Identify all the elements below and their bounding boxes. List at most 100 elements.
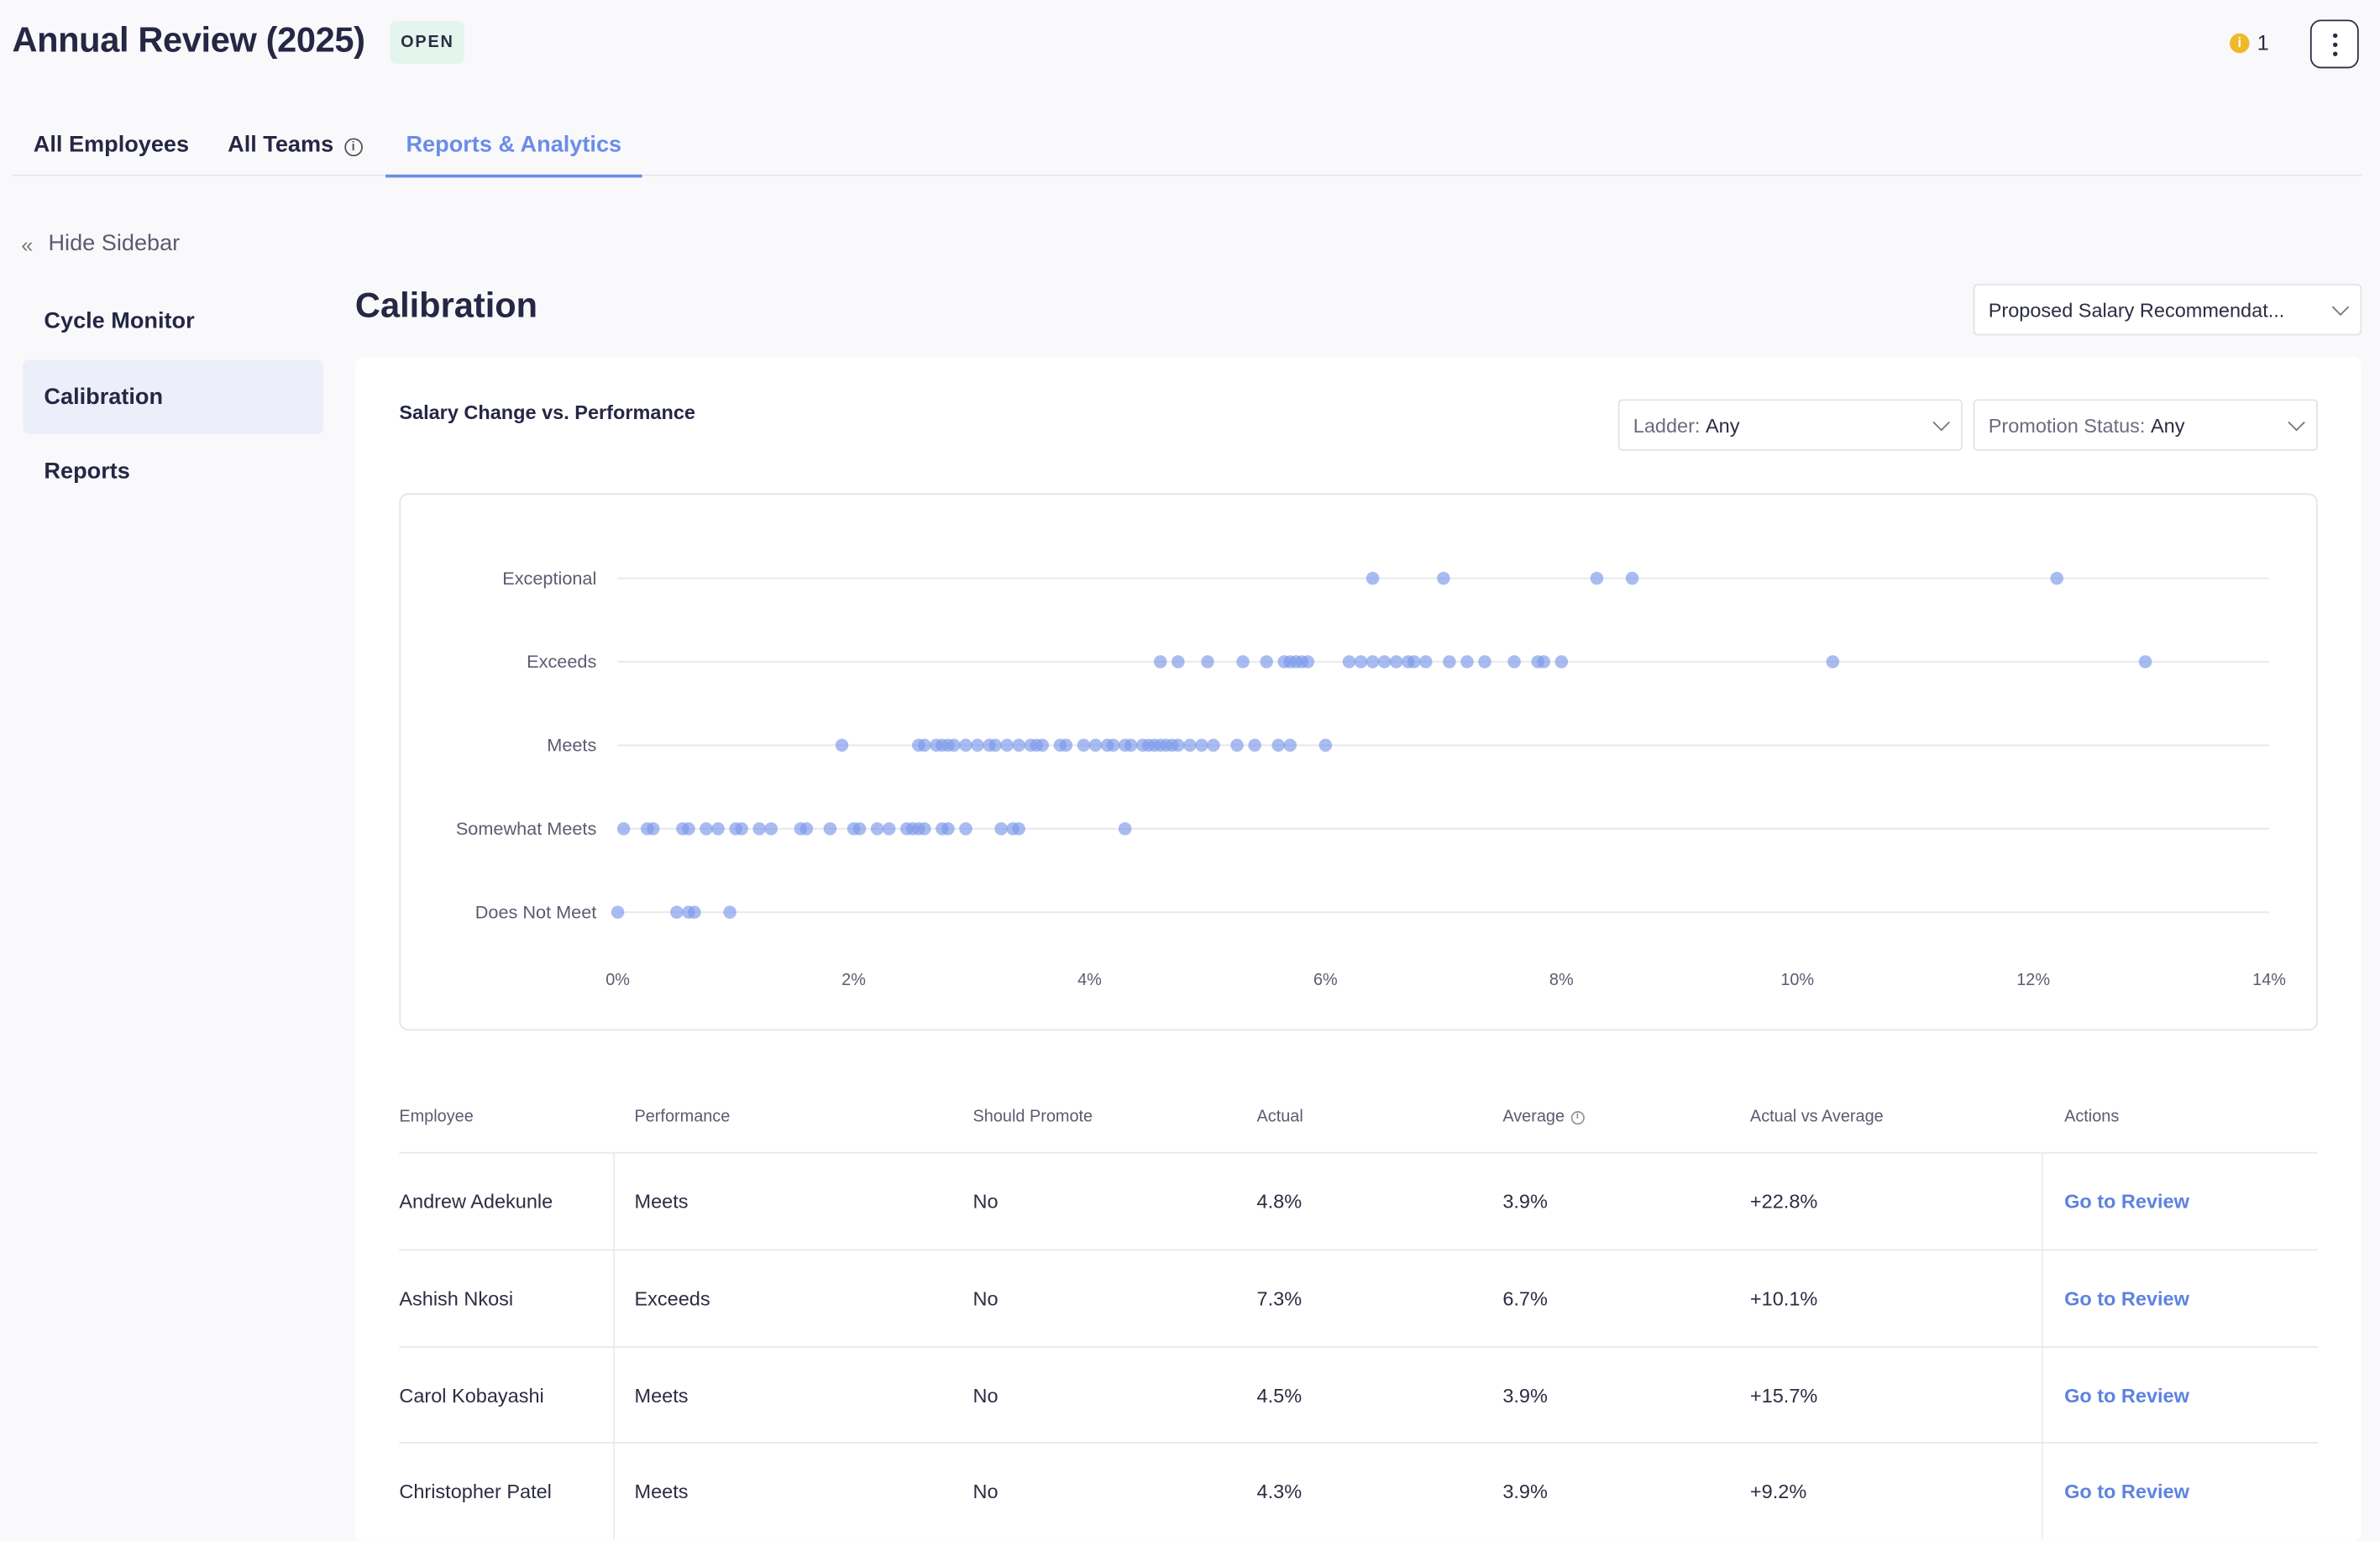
- kebab-dot-icon: [2332, 32, 2337, 38]
- data-point-exceeds[interactable]: [1507, 655, 1521, 668]
- promotion-filter-value: Any: [2151, 413, 2185, 437]
- data-point-exceeds[interactable]: [1389, 655, 1403, 668]
- data-point-meets[interactable]: [1106, 738, 1120, 752]
- go-to-review-link[interactable]: Go to Review: [2064, 1480, 2189, 1503]
- actual-vs-average: +15.7%: [1749, 1384, 1818, 1407]
- data-point-meets[interactable]: [1248, 738, 1261, 752]
- data-point-meets[interactable]: [1059, 738, 1073, 752]
- data-point-exceeds[interactable]: [1301, 655, 1315, 668]
- more-options-button[interactable]: [2309, 19, 2359, 69]
- data-point-meets[interactable]: [1077, 738, 1091, 752]
- data-point-meets[interactable]: [1000, 738, 1014, 752]
- sidebar-item-calibration[interactable]: Calibration: [23, 359, 323, 434]
- metric-select[interactable]: Proposed Salary Recommendat...: [1973, 283, 2362, 336]
- data-point-somewhat-meets[interactable]: [1012, 822, 1025, 836]
- data-point-exceeds[interactable]: [1407, 655, 1421, 668]
- data-point-meets[interactable]: [835, 738, 849, 752]
- data-point-exceptional[interactable]: [2050, 571, 2064, 585]
- promotion-status-filter[interactable]: Promotion Status: Any: [1973, 399, 2318, 451]
- sidebar-item-reports[interactable]: Reports: [44, 458, 130, 485]
- data-point-somewhat-meets[interactable]: [994, 822, 1008, 836]
- data-point-somewhat-meets[interactable]: [682, 822, 695, 836]
- data-point-exceeds[interactable]: [1826, 655, 1840, 668]
- data-point-meets[interactable]: [918, 738, 931, 752]
- data-point-somewhat-meets[interactable]: [882, 822, 896, 836]
- info-icon: i: [343, 138, 363, 157]
- data-point-exceeds[interactable]: [1153, 655, 1167, 668]
- x-tick-label: 12%: [2016, 971, 2050, 989]
- average-value: 3.9%: [1502, 1480, 1548, 1503]
- data-point-meets[interactable]: [988, 738, 1002, 752]
- data-point-exceeds[interactable]: [1366, 655, 1380, 668]
- data-point-somewhat-meets[interactable]: [752, 822, 766, 836]
- data-point-somewhat-meets[interactable]: [852, 822, 867, 836]
- data-point-somewhat-meets[interactable]: [799, 822, 814, 836]
- scatter-chart-container: Exceptional Exceeds Meets Somewhat Meets Doe…: [399, 493, 2318, 1031]
- data-point-exceeds[interactable]: [1342, 655, 1356, 668]
- data-point-meets[interactable]: [1283, 738, 1297, 752]
- notification-indicator[interactable]: i 1: [2230, 30, 2269, 55]
- data-point-exceeds[interactable]: [2138, 655, 2152, 668]
- data-point-meets[interactable]: [1230, 738, 1244, 752]
- data-point-somewhat-meets[interactable]: [764, 822, 778, 836]
- data-point-meets[interactable]: [971, 738, 984, 752]
- data-point-somewhat-meets[interactable]: [918, 822, 931, 836]
- data-point-somewhat-meets[interactable]: [1118, 822, 1132, 836]
- data-point-meets[interactable]: [1183, 738, 1197, 752]
- go-to-review-link[interactable]: Go to Review: [2064, 1190, 2189, 1213]
- data-point-exceeds[interactable]: [1460, 655, 1474, 668]
- data-point-exceeds[interactable]: [1172, 655, 1185, 668]
- col-header-should-promote: Should Promote: [972, 1108, 1093, 1127]
- data-point-somewhat-meets[interactable]: [735, 822, 748, 836]
- data-point-exceeds[interactable]: [1478, 655, 1491, 668]
- data-point-meets[interactable]: [947, 738, 961, 752]
- data-point-exceeds[interactable]: [1354, 655, 1368, 668]
- tab-reports-analytics[interactable]: Reports & Analytics: [385, 132, 642, 178]
- data-point-exceeds[interactable]: [1236, 655, 1250, 668]
- data-point-somewhat-meets[interactable]: [646, 822, 660, 836]
- data-point-exceptional[interactable]: [1590, 571, 1604, 585]
- data-point-meets[interactable]: [1088, 738, 1103, 752]
- data-point-somewhat-meets[interactable]: [711, 822, 725, 836]
- data-point-somewhat-meets[interactable]: [616, 822, 631, 836]
- data-point-exceeds[interactable]: [1260, 655, 1273, 668]
- tab-all-employees[interactable]: All Employees: [33, 132, 190, 158]
- hide-sidebar-button[interactable]: « Hide Sidebar: [21, 231, 180, 257]
- data-point-exceptional[interactable]: [1437, 571, 1450, 585]
- data-point-exceptional[interactable]: [1366, 571, 1380, 585]
- data-point-exceeds[interactable]: [1443, 655, 1456, 668]
- data-point-exceeds[interactable]: [1537, 655, 1551, 668]
- data-point-meets[interactable]: [1035, 738, 1050, 752]
- tab-all-teams[interactable]: All Teams i: [228, 132, 363, 175]
- data-point-meets[interactable]: [1172, 738, 1185, 752]
- data-point-somewhat-meets[interactable]: [700, 822, 713, 836]
- data-point-exceeds[interactable]: [1377, 655, 1392, 668]
- data-point-exceeds[interactable]: [1418, 655, 1433, 668]
- data-point-somewhat-meets[interactable]: [823, 822, 837, 836]
- sidebar-item-cycle-monitor[interactable]: Cycle Monitor: [44, 307, 195, 334]
- data-point-somewhat-meets[interactable]: [941, 822, 955, 836]
- data-point-exceeds[interactable]: [1201, 655, 1214, 668]
- ladder-filter[interactable]: Ladder: Any: [1617, 399, 1963, 451]
- data-point-meets[interactable]: [1195, 738, 1208, 752]
- data-point-meets[interactable]: [1207, 738, 1220, 752]
- data-point-does-not-meet[interactable]: [688, 905, 701, 920]
- data-point-exceptional[interactable]: [1625, 571, 1639, 585]
- data-point-does-not-meet[interactable]: [670, 905, 684, 920]
- data-point-does-not-meet[interactable]: [723, 905, 737, 920]
- data-point-meets[interactable]: [1012, 738, 1025, 752]
- actual-value: 7.3%: [1256, 1287, 1303, 1310]
- y-tick-label: Meets: [547, 735, 596, 756]
- data-point-does-not-meet[interactable]: [611, 905, 625, 920]
- employee-name: Christopher Patel: [399, 1480, 552, 1503]
- data-point-somewhat-meets[interactable]: [870, 822, 884, 836]
- data-point-somewhat-meets[interactable]: [959, 822, 972, 836]
- data-point-meets[interactable]: [1271, 738, 1285, 752]
- should-promote: No: [972, 1190, 999, 1213]
- go-to-review-link[interactable]: Go to Review: [2064, 1384, 2189, 1407]
- data-point-meets[interactable]: [959, 738, 972, 752]
- go-to-review-link[interactable]: Go to Review: [2064, 1287, 2189, 1310]
- data-point-meets[interactable]: [1124, 738, 1138, 752]
- data-point-meets[interactable]: [1318, 738, 1333, 752]
- data-point-exceeds[interactable]: [1554, 655, 1569, 668]
